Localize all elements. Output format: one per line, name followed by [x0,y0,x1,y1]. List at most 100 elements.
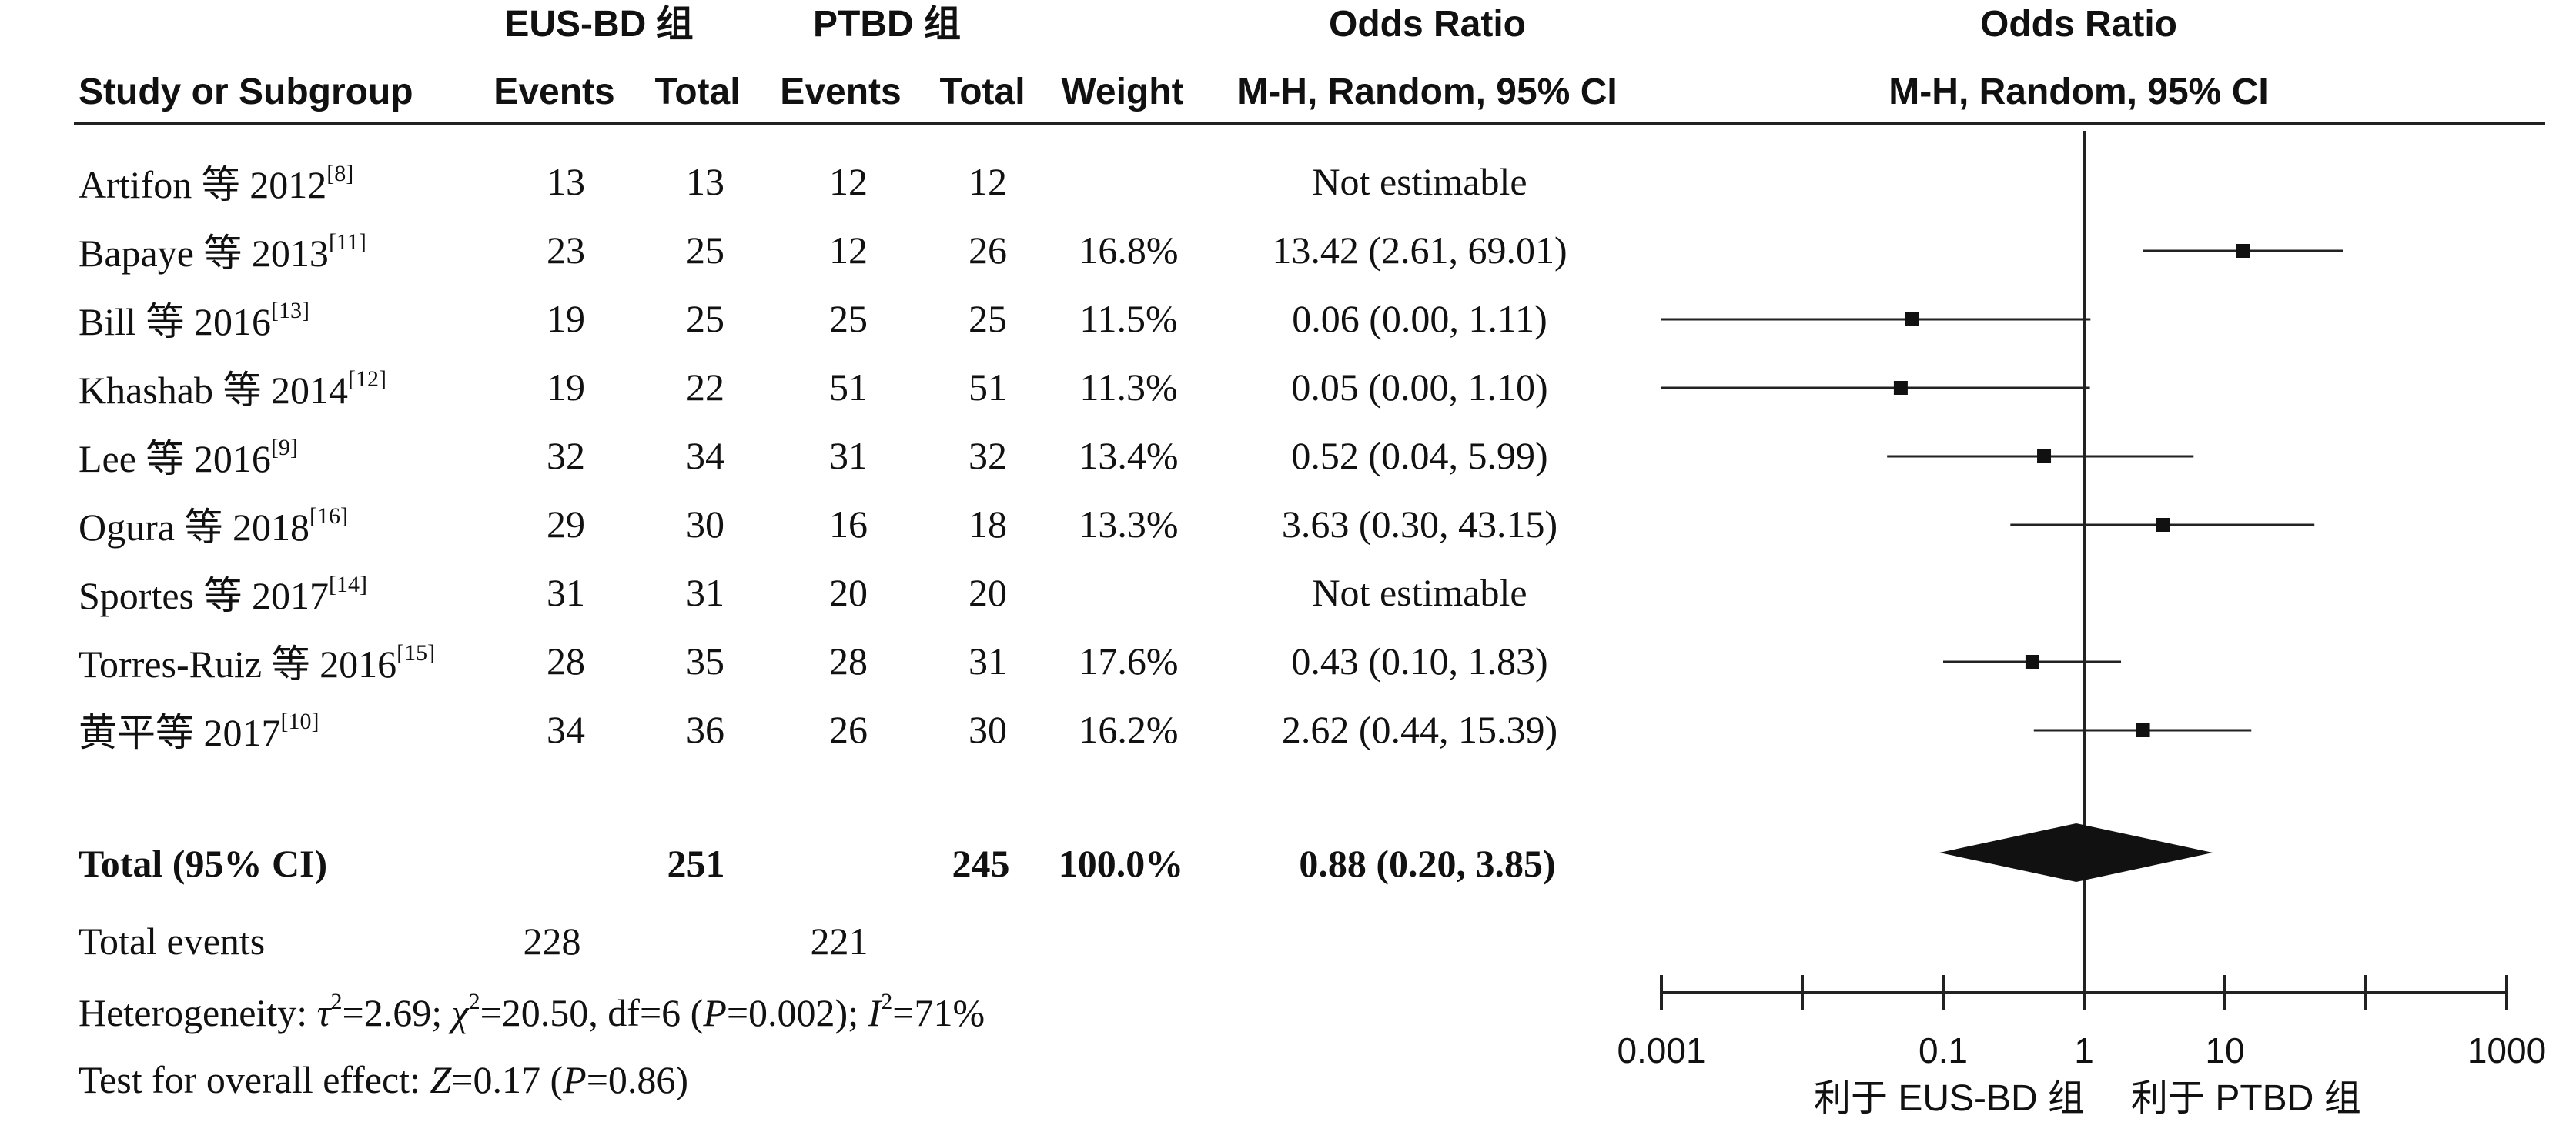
citation-ref: [16] [309,503,348,529]
events2-cell: 26 [829,708,868,751]
total-events1: 228 [523,920,581,963]
table-or-title: Odds Ratio [1328,4,1527,45]
heterogeneity-text: Heterogeneity: τ2=2.69; χ2=20.50, df=6 (… [79,989,985,1034]
study-name: Ogura 等 2018[16] [79,503,348,549]
point-estimate-square [2136,723,2150,737]
weight-cell: 16.8% [1079,229,1179,272]
point-estimate-square [2025,655,2039,669]
events1-cell: 23 [547,229,585,272]
or-ci-cell: 0.05 (0.00, 1.10) [1291,366,1548,409]
citation-ref: [11] [328,229,366,255]
weight-cell: 11.5% [1079,297,1178,340]
weight-cell: 16.2% [1079,708,1179,751]
or-ci-cell: Not estimable [1312,160,1527,203]
x-tick-label: 0.001 [1617,1030,1706,1070]
study-name: Torres-Ruiz 等 2016[15] [79,640,436,686]
citation-ref: [13] [271,298,310,323]
favors-right-label: 利于 PTBD 组 [2131,1078,2361,1119]
events1-cell: 31 [547,571,585,614]
total1-cell: 35 [686,639,724,683]
favors-left-label: 利于 EUS-BD 组 [1814,1078,2086,1119]
x-tick-label: 0.1 [1919,1030,1968,1070]
point-estimate-square [2037,449,2052,463]
study-name: Artifon 等 2012[8] [79,161,354,206]
group1-header: EUS-BD 组 [504,4,694,45]
weight-cell: 17.6% [1079,639,1179,683]
events2-column-header: Events [780,72,902,112]
or-ci-cell: 2.62 (0.44, 15.39) [1281,708,1558,751]
total2-cell: 31 [969,639,1007,683]
table-method-header: M-H, Random, 95% CI [1237,72,1618,112]
events2-cell: 12 [829,160,868,203]
x-tick-label: 10 [2205,1030,2245,1070]
total1-cell: 34 [686,434,724,477]
events1-column-header: Events [493,72,615,112]
events2-cell: 28 [829,639,868,683]
events2-cell: 12 [829,229,868,272]
study-name: Bapaye 等 2013[11] [79,229,366,275]
total2-cell: 30 [969,708,1007,751]
events1-cell: 34 [547,708,585,751]
events2-cell: 51 [829,366,868,409]
total2-cell: 51 [969,366,1007,409]
total1-sum: 251 [667,842,725,885]
citation-ref: [8] [326,161,354,186]
or-ci-cell: Not estimable [1312,571,1527,614]
total2-cell: 26 [969,229,1007,272]
total1-cell: 31 [686,571,724,614]
events1-cell: 13 [547,160,585,203]
or-ci-cell: 0.43 (0.10, 1.83) [1291,639,1548,683]
pooled-or-ci: 0.88 (0.20, 3.85) [1299,842,1556,885]
x-tick-label: 1000 [2467,1030,2547,1070]
weight-cell: 11.3% [1079,366,1178,409]
events2-cell: 25 [829,297,868,340]
point-estimate-square [1893,381,1908,395]
total1-cell: 13 [686,160,724,203]
total-events2: 221 [810,920,868,963]
pooled-estimate-diamond [1939,823,2213,882]
total1-cell: 36 [686,708,724,751]
total2-cell: 18 [969,503,1007,546]
events2-cell: 20 [829,571,868,614]
study-name: Bill 等 2016[13] [79,298,310,343]
total2-sum: 245 [952,842,1010,885]
total2-cell: 25 [969,297,1007,340]
citation-ref: [15] [396,640,436,666]
total1-column-header: Total [654,72,741,112]
events2-cell: 16 [829,503,868,546]
total-label: Total (95% CI) [79,842,328,885]
or-ci-cell: 0.06 (0.00, 1.11) [1292,297,1547,340]
total1-cell: 25 [686,229,724,272]
study-name: Khashab 等 2014[12] [79,366,386,412]
citation-ref: [9] [270,435,298,460]
point-estimate-square [1905,312,1919,326]
plot-or-title: Odds Ratio [1979,4,2178,45]
total-events-label: Total events [79,920,266,963]
study-name: 黄平等 2017[10] [79,709,319,754]
header-divider [74,122,2545,125]
total1-cell: 25 [686,297,724,340]
study-name: Sportes 等 2017[14] [79,572,367,617]
group2-header: PTBD 组 [812,4,962,45]
events1-cell: 19 [547,297,585,340]
citation-ref: [10] [280,709,319,734]
total2-cell: 12 [969,160,1007,203]
or-ci-cell: 3.63 (0.30, 43.15) [1281,503,1558,546]
point-estimate-square [2236,244,2250,258]
study-name: Lee 等 2016[9] [79,435,298,480]
overall-effect-text: Test for overall effect: Z=0.17 (P=0.86) [79,1058,689,1101]
events1-cell: 29 [547,503,585,546]
citation-ref: [14] [329,572,367,597]
weight-column-header: Weight [1061,72,1184,112]
citation-ref: [12] [347,366,386,392]
point-estimate-square [2156,518,2170,532]
total2-cell: 20 [969,571,1007,614]
events1-cell: 28 [547,639,585,683]
events1-cell: 19 [547,366,585,409]
or-ci-cell: 0.52 (0.04, 5.99) [1291,434,1548,477]
plot-method-header: M-H, Random, 95% CI [1889,72,2269,112]
total2-column-header: Total [939,72,1025,112]
total1-cell: 22 [686,366,724,409]
